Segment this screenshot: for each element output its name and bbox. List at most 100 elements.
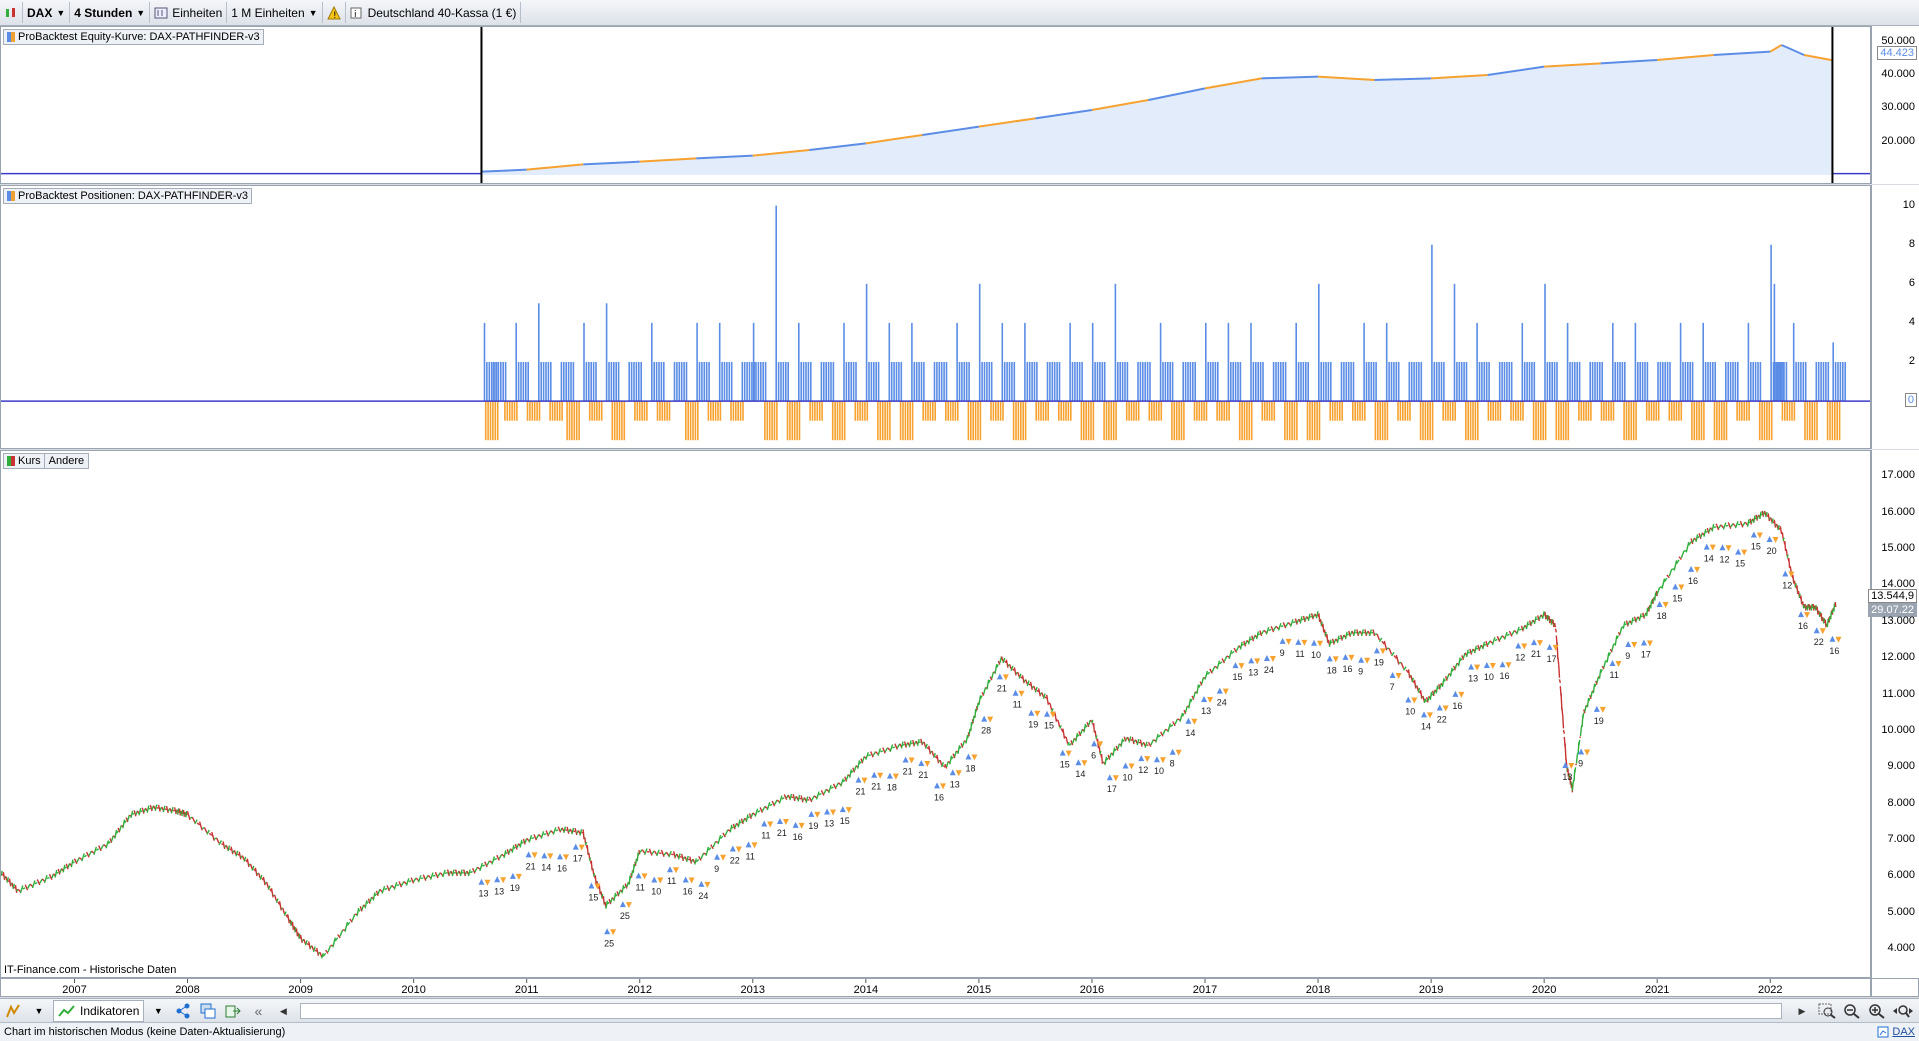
price-segment [1204, 670, 1209, 680]
position-bar [895, 362, 898, 402]
price-segment [505, 851, 508, 855]
trade-label: 18 [965, 763, 975, 773]
price-segment [54, 869, 58, 878]
trade-marker-short [1474, 664, 1481, 671]
position-bar [593, 401, 596, 421]
price-segment [1159, 731, 1164, 737]
position-bar [1316, 401, 1318, 441]
position-bar [1164, 362, 1167, 402]
price-segment [1098, 746, 1101, 753]
tab-kurs[interactable]: Kurs [4, 454, 45, 468]
chart-type-icon[interactable] [0, 2, 23, 23]
trade-marker-long [1216, 687, 1223, 694]
zoom-out-button[interactable] [1841, 1000, 1863, 1022]
price-segment [598, 885, 601, 895]
price-segment [454, 869, 458, 877]
equity-y-axis[interactable]: 44.423 20.000 30.000 40.000 50.000 [1871, 26, 1919, 184]
position-bar [1687, 362, 1689, 402]
zoom-in-button[interactable] [1866, 1000, 1888, 1022]
horizontal-scrollbar[interactable] [300, 1003, 1782, 1019]
position-bar [1736, 401, 1738, 421]
price-segment [1544, 611, 1547, 620]
price-segment [618, 889, 622, 895]
positions-panel-title[interactable]: ProBacktest Positionen: DAX-PATHFINDER-v… [3, 188, 253, 204]
price-segment [899, 743, 903, 748]
candlestick-icon [6, 7, 15, 17]
price-segment [745, 814, 749, 823]
price-segment [698, 855, 702, 861]
x-axis[interactable]: 2007 2008 2009 2010 2011 2012 2013 2014 2015 2016… [0, 978, 1871, 997]
drawing-tools-dropdown[interactable]: ▼ [34, 1006, 44, 1016]
position-bar [1246, 401, 1248, 441]
position-bar [1103, 401, 1105, 441]
zero-value-tag: 0 [1904, 393, 1917, 408]
position-bar [1288, 401, 1291, 441]
share-button[interactable] [172, 1000, 194, 1022]
tab-andere[interactable]: Andere [48, 455, 85, 467]
price-segment [1058, 724, 1062, 729]
price-segment [1147, 741, 1152, 748]
windows-button[interactable] [197, 1000, 219, 1022]
price-segment [311, 945, 315, 951]
zoom-area-button[interactable] [1816, 1000, 1838, 1022]
indicators-button[interactable]: Indikatoren [53, 1000, 145, 1022]
drawing-tools-button[interactable] [3, 1000, 25, 1022]
positions-y-axis[interactable]: 2 4 6 8 10 0 [1871, 185, 1919, 449]
price-segment [1574, 767, 1577, 773]
position-bar [1703, 401, 1705, 441]
position-bar [1336, 401, 1339, 421]
price-segment [884, 747, 889, 753]
position-bar [791, 401, 794, 441]
count-select[interactable]: 1 M Einheiten ▼ [227, 2, 323, 23]
price-segment [1616, 635, 1620, 640]
trade-label: 14 [1704, 554, 1714, 564]
warning-button[interactable]: ! [323, 2, 346, 23]
position-bar [1345, 362, 1348, 402]
position-bar [936, 362, 938, 402]
position-bar [1144, 362, 1146, 402]
price-segment [325, 949, 329, 954]
y-tick-label: 13.000 [1881, 614, 1915, 627]
instrument-info[interactable]: i Deutschland 40-Kassa (1 €) [346, 2, 522, 23]
export-button[interactable] [222, 1000, 244, 1022]
price-segment [907, 742, 911, 746]
symbol-select[interactable]: DAX ▼ [23, 2, 71, 23]
equity-panel-title[interactable]: ProBacktest Equity-Kurve: DAX-PATHFINDER… [3, 29, 264, 45]
price-segment [1485, 640, 1489, 648]
position-bar [1415, 362, 1418, 402]
indicators-dropdown[interactable]: ▼ [153, 1006, 163, 1016]
scroll-left-fast-button[interactable]: « [254, 1003, 263, 1019]
trade-marker-long [902, 756, 909, 763]
price-y-axis[interactable]: 13.544,9 29.07.22 4.000 5.000 6.000 7.000 8.… [1868, 450, 1919, 978]
price-segment [889, 744, 894, 753]
trade-label: 14 [1075, 769, 1085, 779]
equity-segment [978, 117, 1036, 128]
position-bar [1528, 362, 1531, 402]
price-segment [748, 813, 752, 820]
trade-label: 10 [1311, 650, 1321, 660]
units-button[interactable]: Einheiten [150, 2, 228, 23]
status-symbol-link[interactable]: DAX [1877, 1026, 1915, 1038]
x-tick-label: 2015 [967, 984, 991, 996]
position-bar [979, 401, 982, 441]
price-segment [282, 907, 286, 915]
zoom-fit-button[interactable] [1891, 1000, 1915, 1022]
price-segment [776, 799, 780, 803]
interval-select[interactable]: 4 Stunden ▼ [70, 2, 151, 23]
position-bar [1743, 401, 1746, 421]
trade-label: 6 [1091, 750, 1096, 760]
position-bar [957, 401, 959, 421]
position-bar [1001, 322, 1004, 402]
trade-label: 21 [855, 787, 865, 797]
scroll-left-button[interactable]: ◀ [279, 1005, 287, 1016]
position-bar [1291, 401, 1293, 441]
scroll-right-button[interactable]: ▶ [1798, 1005, 1806, 1016]
position-bar [1537, 401, 1540, 441]
price-segment [1294, 618, 1298, 625]
price-segment [1429, 691, 1433, 701]
position-bar [1792, 322, 1795, 402]
position-bar [1119, 362, 1121, 402]
equity-chart[interactable] [1, 27, 1871, 184]
positions-chart[interactable] [1, 186, 1871, 449]
